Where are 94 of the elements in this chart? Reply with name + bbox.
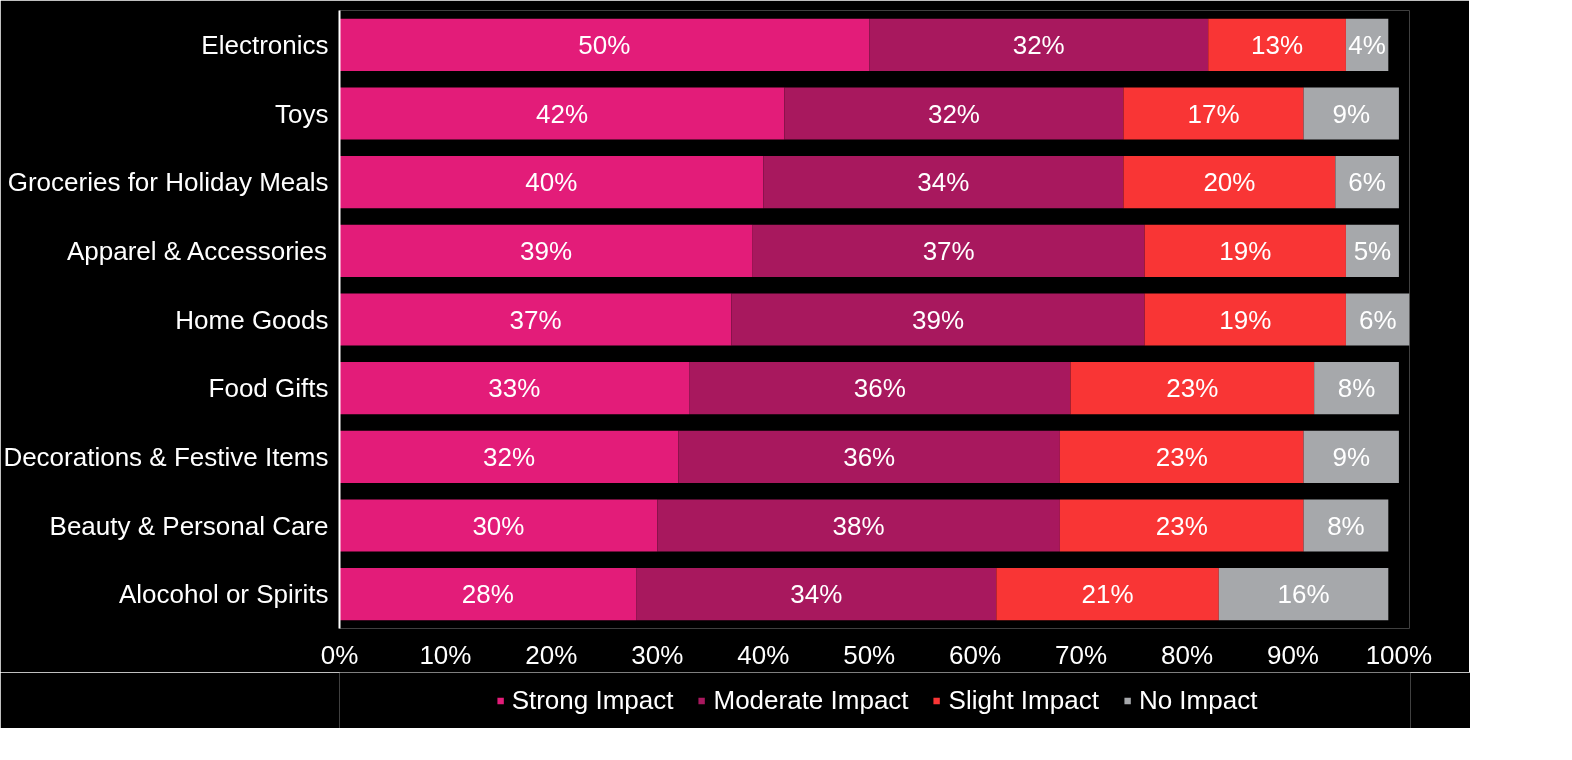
data-label: 50% xyxy=(578,29,631,60)
data-label: 39% xyxy=(520,235,573,266)
data-label: 8% xyxy=(1327,510,1365,541)
x-tick-label: 50% xyxy=(843,639,896,670)
bar xyxy=(996,568,1219,621)
data-label: 32% xyxy=(482,441,536,472)
data-label: 37% xyxy=(509,304,562,335)
data-label: 28% xyxy=(461,579,514,610)
y-tick-label: Decorations & Festive Items xyxy=(3,441,329,472)
y-tick-label: Electronics xyxy=(201,29,329,60)
data-label: 4% xyxy=(1348,29,1386,60)
bar xyxy=(1303,499,1389,552)
data-label: 40% xyxy=(525,167,578,198)
bar xyxy=(752,224,1145,277)
data-label: 16% xyxy=(1277,579,1330,610)
y-tick-label: Apparel & Accessories xyxy=(66,235,328,266)
data-label: 20% xyxy=(1203,167,1256,198)
y-tick-label: Groceries for Holiday Meals xyxy=(7,167,329,198)
data-label: 23% xyxy=(1166,373,1219,404)
data-label: 34% xyxy=(790,579,843,610)
bar xyxy=(1144,293,1346,346)
x-tick-label: 0% xyxy=(320,639,359,670)
bar xyxy=(1123,156,1336,209)
data-label: 42% xyxy=(535,98,588,129)
legend-label: Slight Impact xyxy=(948,684,1099,716)
bar xyxy=(339,293,732,346)
y-tick-label: Alocohol or Spirits xyxy=(118,579,329,610)
data-label: 30% xyxy=(472,510,525,541)
bar xyxy=(1059,499,1304,552)
bar xyxy=(339,224,753,277)
data-label: 19% xyxy=(1219,304,1272,335)
bar xyxy=(1303,87,1399,140)
legend-label: No Impact xyxy=(1138,684,1258,716)
x-tick-label: 30% xyxy=(631,639,684,670)
data-label: 38% xyxy=(832,510,885,541)
bar xyxy=(869,18,1209,71)
bar xyxy=(657,499,1060,552)
data-label: 33% xyxy=(488,373,541,404)
bar xyxy=(339,499,658,552)
y-tick-label: Food Gifts xyxy=(208,373,329,404)
data-label: 32% xyxy=(1012,29,1065,60)
data-label: 36% xyxy=(843,441,896,472)
data-label: 13% xyxy=(1251,29,1304,60)
x-tick-label: 70% xyxy=(1055,639,1108,670)
bar xyxy=(339,18,870,71)
data-label: 8% xyxy=(1337,373,1376,404)
x-tick-label: 80% xyxy=(1161,639,1214,670)
y-tick-label: Home Goods xyxy=(175,304,329,335)
data-label: 37% xyxy=(922,235,975,266)
x-tick-label: 60% xyxy=(949,639,1002,670)
bar xyxy=(1218,568,1389,621)
y-tick-label: Toys xyxy=(275,98,329,129)
bar xyxy=(339,362,690,415)
bar xyxy=(678,430,1060,483)
bar xyxy=(763,156,1124,209)
data-label: 39% xyxy=(912,304,965,335)
data-label: 23% xyxy=(1155,441,1208,472)
data-label: 19% xyxy=(1219,235,1272,266)
legend-label: Moderate Impact xyxy=(713,684,909,716)
data-label: 23% xyxy=(1155,510,1208,541)
data-label: 21% xyxy=(1081,579,1134,610)
data-label: 6% xyxy=(1348,167,1386,198)
bar xyxy=(339,568,637,621)
bar xyxy=(1144,224,1346,277)
legend-label: Strong Impact xyxy=(511,684,674,716)
x-tick-label: 10% xyxy=(419,639,472,670)
x-tick-label: 100% xyxy=(1365,639,1433,670)
bar xyxy=(636,568,997,621)
bar xyxy=(784,87,1124,140)
bar xyxy=(1314,362,1399,415)
bar xyxy=(731,293,1145,346)
bar xyxy=(1335,156,1399,209)
bar xyxy=(1345,293,1410,346)
x-tick-label: 20% xyxy=(525,639,578,670)
x-tick-label: 40% xyxy=(737,639,790,670)
bar xyxy=(1208,18,1346,71)
data-label: 34% xyxy=(917,167,970,198)
data-label: 9% xyxy=(1332,98,1371,129)
data-label: 32% xyxy=(927,98,980,129)
bar xyxy=(339,156,764,209)
bar xyxy=(339,87,785,140)
x-tick-label: 90% xyxy=(1266,639,1319,670)
bar xyxy=(1123,87,1304,140)
bar xyxy=(1059,430,1304,483)
bar xyxy=(1070,362,1315,415)
data-label: 5% xyxy=(1353,235,1392,266)
data-label: 9% xyxy=(1332,441,1371,472)
data-label: 36% xyxy=(853,373,906,404)
bar xyxy=(1303,430,1399,483)
data-label: 6% xyxy=(1358,304,1397,335)
y-tick-label: Beauty & Personal Care xyxy=(49,510,329,541)
data-label: 17% xyxy=(1187,98,1240,129)
bar xyxy=(339,430,679,483)
bar xyxy=(689,362,1071,415)
